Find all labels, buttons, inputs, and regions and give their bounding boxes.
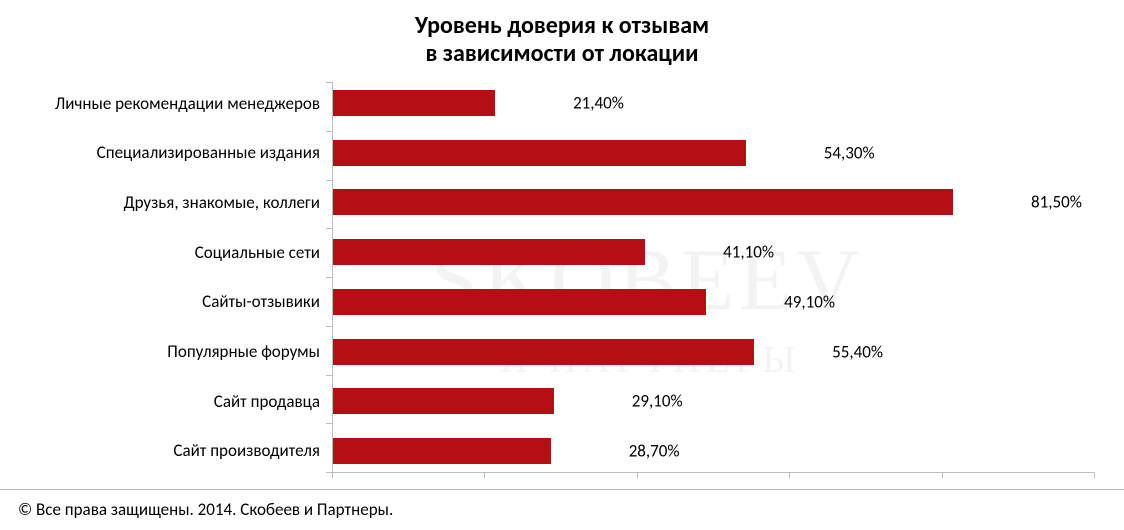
bar-plot: 28,70%: [332, 436, 1094, 466]
x-tick: [332, 472, 333, 478]
chart-title: Уровень доверия к отзывам в зависимости …: [0, 12, 1124, 67]
y-tick: [326, 131, 332, 132]
value-label: 28,70%: [629, 440, 680, 461]
y-tick: [326, 472, 332, 473]
bar: [332, 438, 551, 464]
value-label: 21,40%: [573, 93, 624, 114]
y-tick: [326, 228, 332, 229]
x-tick: [789, 472, 790, 478]
chart-page: Уровень доверия к отзывам в зависимости …: [0, 0, 1124, 530]
y-tick: [326, 423, 332, 424]
category-label: Сайт продавца: [20, 391, 332, 412]
bar-plot: 54,30%: [332, 138, 1094, 168]
bar-chart: Личные рекомендации менеджеров 21,40% Спец…: [20, 88, 1094, 466]
chart-title-line1: Уровень доверия к отзывам: [0, 12, 1124, 40]
value-label: 81,50%: [1031, 192, 1082, 213]
bar: [332, 289, 706, 315]
x-tick: [1094, 472, 1095, 478]
bar-plot: 41,10%: [332, 237, 1094, 267]
value-label: 41,10%: [723, 242, 774, 263]
x-tick: [942, 472, 943, 478]
bar-plot: 29,10%: [332, 386, 1094, 416]
x-tick: [637, 472, 638, 478]
bar-row: Личные рекомендации менеджеров 21,40%: [20, 88, 1094, 118]
value-label: 49,10%: [784, 291, 835, 312]
bar-plot: 49,10%: [332, 287, 1094, 317]
category-label: Личные рекомендации менеджеров: [20, 93, 332, 114]
x-tick: [484, 472, 485, 478]
bar-row: Сайт производителя 28,70%: [20, 436, 1094, 466]
y-tick: [326, 82, 332, 83]
bar-row: Друзья, знакомые, коллеги 81,50%: [20, 187, 1094, 217]
category-label: Друзья, знакомые, коллеги: [20, 192, 332, 213]
bar: [332, 239, 645, 265]
value-label: 54,30%: [824, 142, 875, 163]
footer-divider: [0, 489, 1124, 490]
bar: [332, 140, 746, 166]
x-axis: [332, 472, 1094, 473]
category-label: Популярные форумы: [20, 341, 332, 362]
category-label: Сайты-отзывики: [20, 291, 332, 312]
bar: [332, 189, 953, 215]
y-tick: [326, 326, 332, 327]
value-label: 55,40%: [832, 341, 883, 362]
category-label: Сайт производителя: [20, 440, 332, 461]
chart-title-line2: в зависимости от локации: [0, 40, 1124, 68]
bar-row: Социальные сети 41,10%: [20, 237, 1094, 267]
bar-row: Специализированные издания 54,30%: [20, 138, 1094, 168]
y-tick: [326, 180, 332, 181]
bar-row: Популярные форумы 55,40%: [20, 337, 1094, 367]
bar-plot: 81,50%: [332, 187, 1094, 217]
value-label: 29,10%: [632, 391, 683, 412]
y-tick: [326, 277, 332, 278]
bar-plot: 21,40%: [332, 88, 1094, 118]
category-label: Социальные сети: [20, 242, 332, 263]
y-axis: [332, 82, 333, 472]
bar-row: Сайт продавца 29,10%: [20, 386, 1094, 416]
bar-row: Сайты-отзывики 49,10%: [20, 287, 1094, 317]
bar: [332, 90, 495, 116]
footer-copyright: © Все права защищены. 2014. Скобеев и Па…: [18, 499, 393, 520]
bar: [332, 388, 554, 414]
y-tick: [326, 375, 332, 376]
bar: [332, 339, 754, 365]
category-label: Специализированные издания: [20, 142, 332, 163]
bar-plot: 55,40%: [332, 337, 1094, 367]
